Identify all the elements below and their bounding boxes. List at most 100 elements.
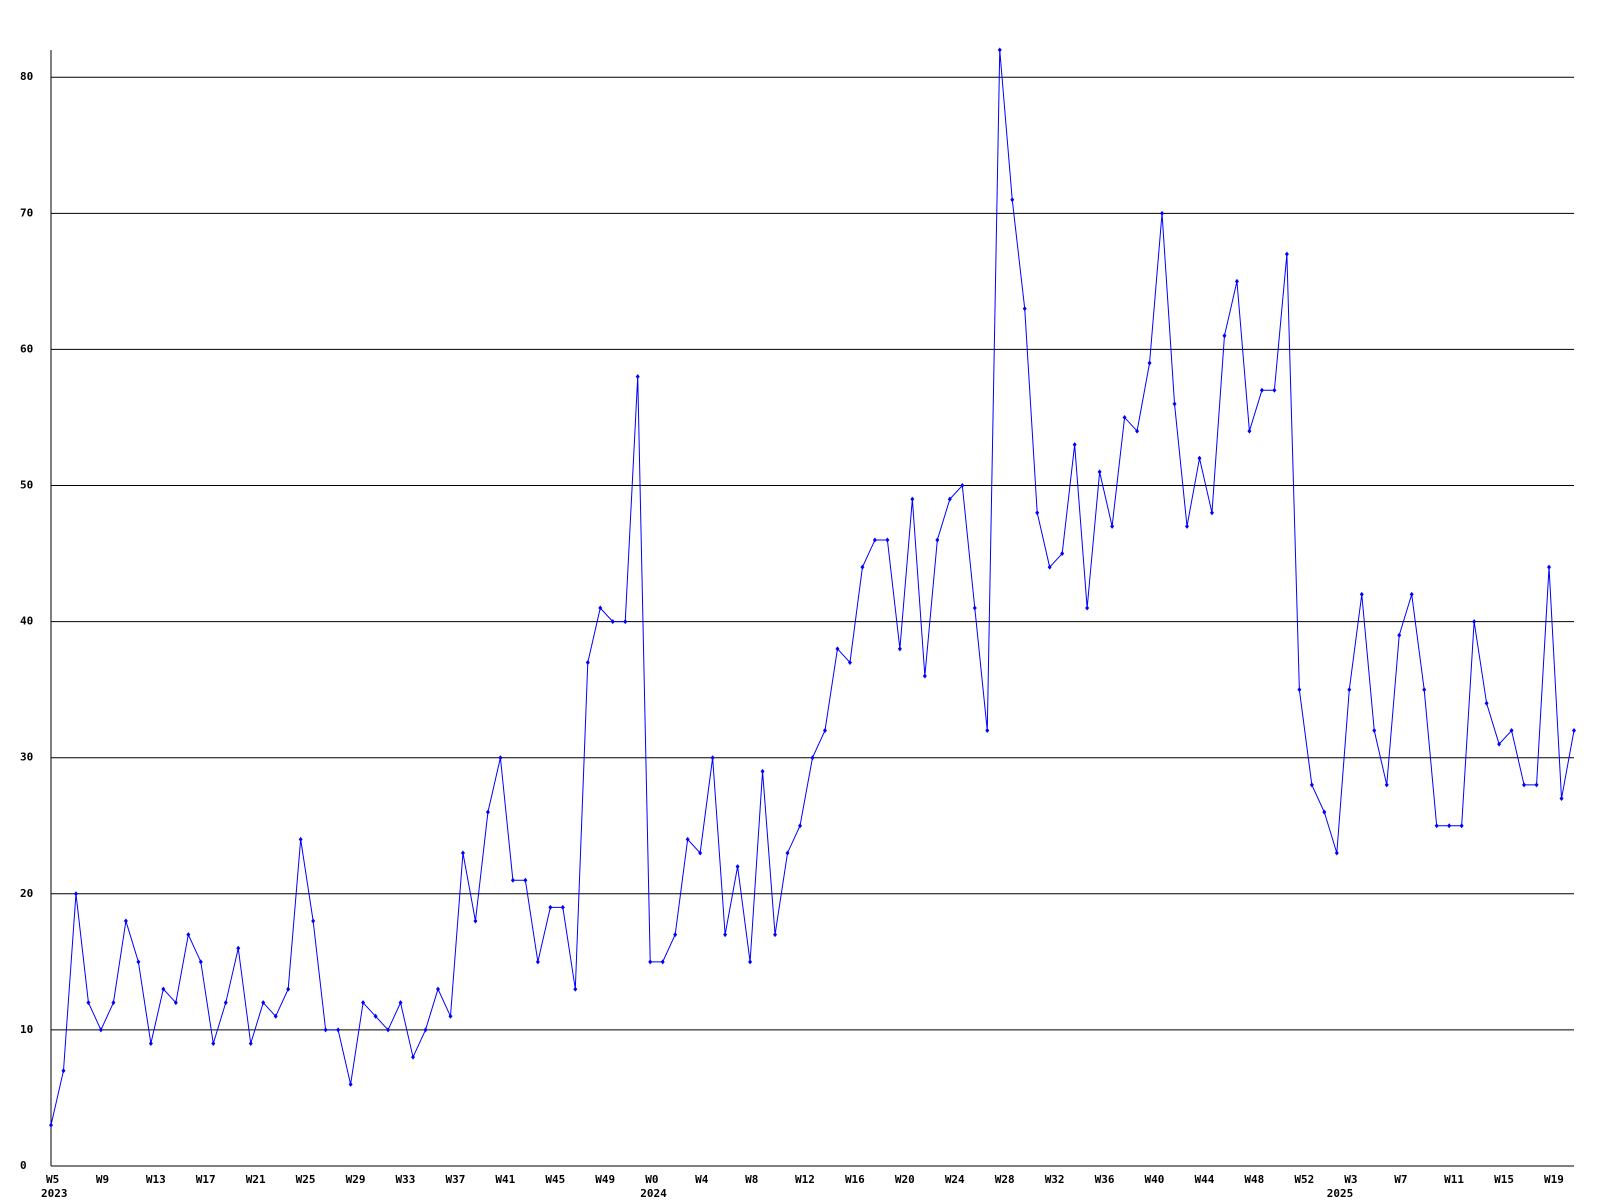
x-tick-label: W21 [246, 1173, 266, 1186]
data-point [1522, 782, 1527, 788]
data-point [635, 374, 640, 380]
data-point [997, 47, 1002, 53]
data-point [136, 959, 141, 965]
data-point [1222, 333, 1227, 339]
data-point [423, 1027, 428, 1033]
data-point [148, 1041, 153, 1047]
data-point [273, 1013, 278, 1019]
data-point [598, 605, 603, 611]
data-point [1309, 782, 1314, 788]
data-point [910, 496, 915, 502]
data-point [798, 823, 803, 829]
data-point [560, 904, 565, 910]
x-tick-label: W24 [945, 1173, 965, 1186]
data-point [336, 1027, 341, 1033]
x-tick-label: W3 [1344, 1173, 1357, 1186]
x-tick-label: W13 [146, 1173, 166, 1186]
data-point [785, 850, 790, 856]
x-tick-label: W7 [1394, 1173, 1407, 1186]
data-point [460, 850, 465, 856]
data-point [1022, 306, 1027, 312]
data-point [1459, 823, 1464, 829]
data-point [573, 986, 578, 992]
data-line [50, 49, 1575, 1126]
data-point [660, 959, 665, 965]
x-tick-label: W32 [1045, 1173, 1065, 1186]
data-point [1259, 387, 1264, 393]
x-tick-label: W37 [445, 1173, 465, 1186]
data-point [1247, 428, 1252, 434]
y-tick-label: 10 [20, 1023, 33, 1036]
data-point [1434, 823, 1439, 829]
data-point [922, 673, 927, 679]
year-label: 2025 [1327, 1187, 1354, 1200]
data-point [1559, 796, 1564, 802]
data-point [610, 619, 615, 625]
data-point [972, 605, 977, 611]
data-point [1284, 251, 1289, 257]
y-tick-label: 80 [20, 70, 33, 83]
data-point [585, 659, 590, 665]
data-point [298, 836, 303, 842]
data-point [735, 864, 740, 870]
data-point [623, 619, 628, 625]
x-tick-label: W15 [1494, 1173, 1514, 1186]
data-point [947, 496, 952, 502]
data-point [885, 537, 890, 543]
data-point [860, 564, 865, 570]
data-point [248, 1041, 253, 1047]
y-tick-label: 50 [20, 479, 33, 492]
x-tick-label: W40 [1145, 1173, 1165, 1186]
x-tick-label: W29 [346, 1173, 366, 1186]
x-tick-label: W12 [795, 1173, 815, 1186]
x-tick-label: W19 [1544, 1173, 1564, 1186]
data-point [485, 809, 490, 815]
x-tick-label: W33 [396, 1173, 416, 1186]
data-point [1135, 428, 1140, 434]
data-point [61, 1068, 66, 1074]
data-point [1097, 469, 1102, 475]
data-point [373, 1013, 378, 1019]
x-tick-label: W9 [96, 1173, 109, 1186]
data-point [1234, 278, 1239, 284]
data-point [49, 1122, 53, 1128]
data-point [161, 986, 166, 992]
x-tick-label: W48 [1244, 1173, 1264, 1186]
data-point [173, 1000, 178, 1006]
x-tick-label: W4 [695, 1173, 709, 1186]
data-point [73, 891, 78, 897]
data-point [1185, 523, 1190, 529]
data-point [1409, 591, 1414, 597]
y-tick-label: 70 [20, 206, 33, 219]
data-point [236, 945, 241, 951]
data-point [398, 1000, 403, 1006]
data-point [473, 918, 478, 924]
y-tick-label: 30 [20, 751, 33, 764]
data-point [323, 1027, 328, 1033]
data-point [523, 877, 528, 883]
data-point [1547, 564, 1552, 570]
data-point [1160, 210, 1165, 216]
data-point [1147, 360, 1152, 366]
data-point [1334, 850, 1339, 856]
x-tick-label: W44 [1194, 1173, 1214, 1186]
data-point [448, 1013, 453, 1019]
data-point [1297, 687, 1302, 693]
data-point [1060, 551, 1065, 557]
data-point [1085, 605, 1090, 611]
x-tick-label: W52 [1294, 1173, 1314, 1186]
data-point [985, 727, 990, 733]
data-point [498, 755, 503, 761]
y-tick-label: 40 [20, 615, 33, 628]
data-point [1472, 619, 1477, 625]
x-tick-label: W49 [595, 1173, 615, 1186]
x-tick-label: W25 [296, 1173, 316, 1186]
data-point [710, 755, 715, 761]
x-tick-label: W28 [995, 1173, 1015, 1186]
y-tick-label: 60 [20, 342, 33, 355]
data-point [361, 1000, 366, 1006]
data-point [810, 755, 815, 761]
year-label: 2024 [640, 1187, 667, 1200]
data-point [1497, 741, 1502, 747]
